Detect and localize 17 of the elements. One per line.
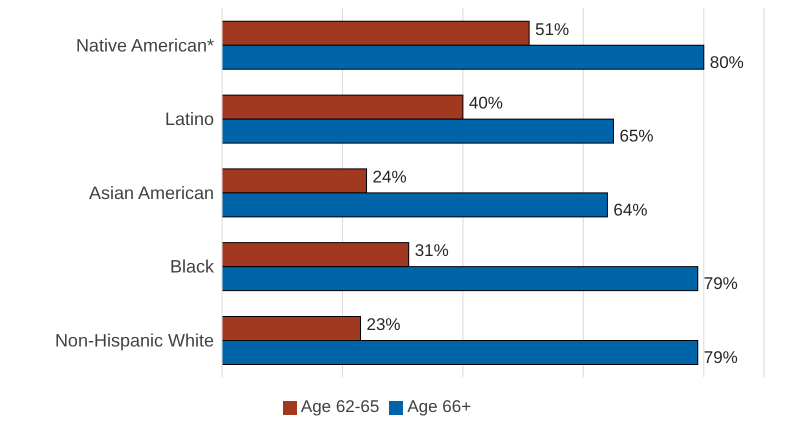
legend-label: Age 66+ [407,397,472,416]
data-label: 79% [704,274,738,294]
data-label: 31% [414,241,449,260]
legend-label: Age 62-65 [300,397,380,416]
data-label: 24% [372,167,407,186]
y-tick-label: Non-Hispanic White [54,330,214,350]
data-label: 23% [366,314,401,334]
data-label: 80% [710,52,744,72]
data-label: 79% [704,348,738,367]
data-label: 40% [468,94,503,113]
data-label: 64% [613,200,648,220]
data-label: 51% [535,20,570,39]
y-tick-label: Latino [164,109,214,130]
y-tick-label: Black [170,256,215,277]
y-tick-label: Native American* [76,35,214,56]
y-tick-label: Asian American [88,182,214,203]
data-label: 65% [619,126,654,146]
